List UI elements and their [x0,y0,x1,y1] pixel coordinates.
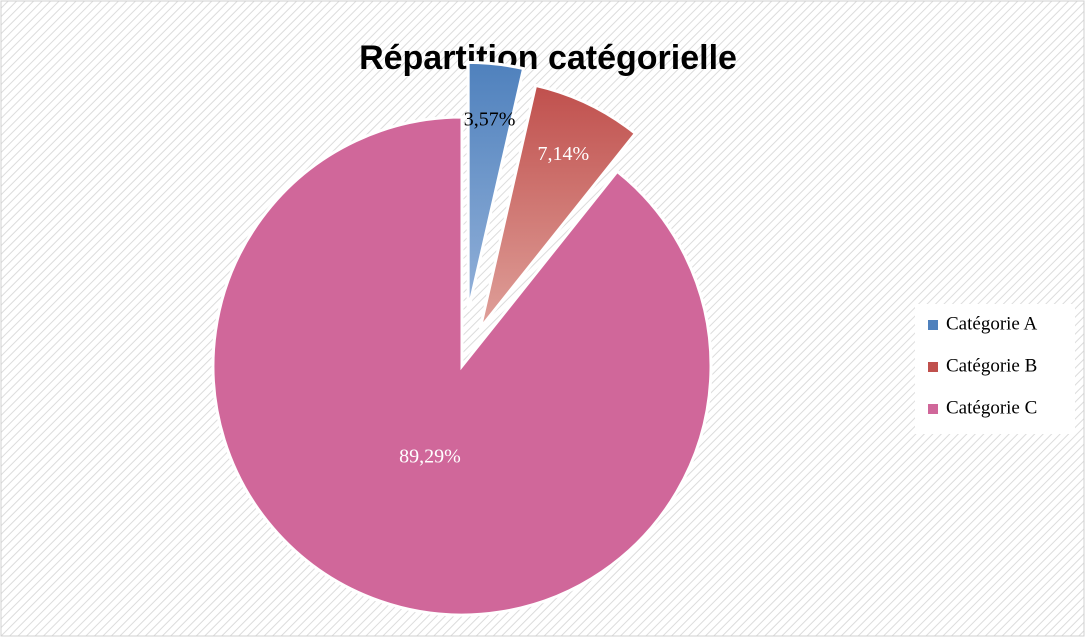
legend-label: Catégorie A [946,313,1038,334]
legend-box [915,304,1075,434]
pie-slice [478,83,638,330]
legend-swatch [928,320,938,330]
chart-title: Répartition catégorielle [359,39,737,77]
data-label: 7,14% [538,143,590,165]
pie-slice [466,60,526,312]
legend-swatch [928,404,938,414]
data-label: 3,57% [464,108,516,130]
data-label: 89,29% [399,445,461,467]
legend-label: Catégorie C [946,397,1037,418]
pie-slice [211,115,713,617]
legend-label: Catégorie B [946,355,1037,376]
legend-swatch [928,362,938,372]
